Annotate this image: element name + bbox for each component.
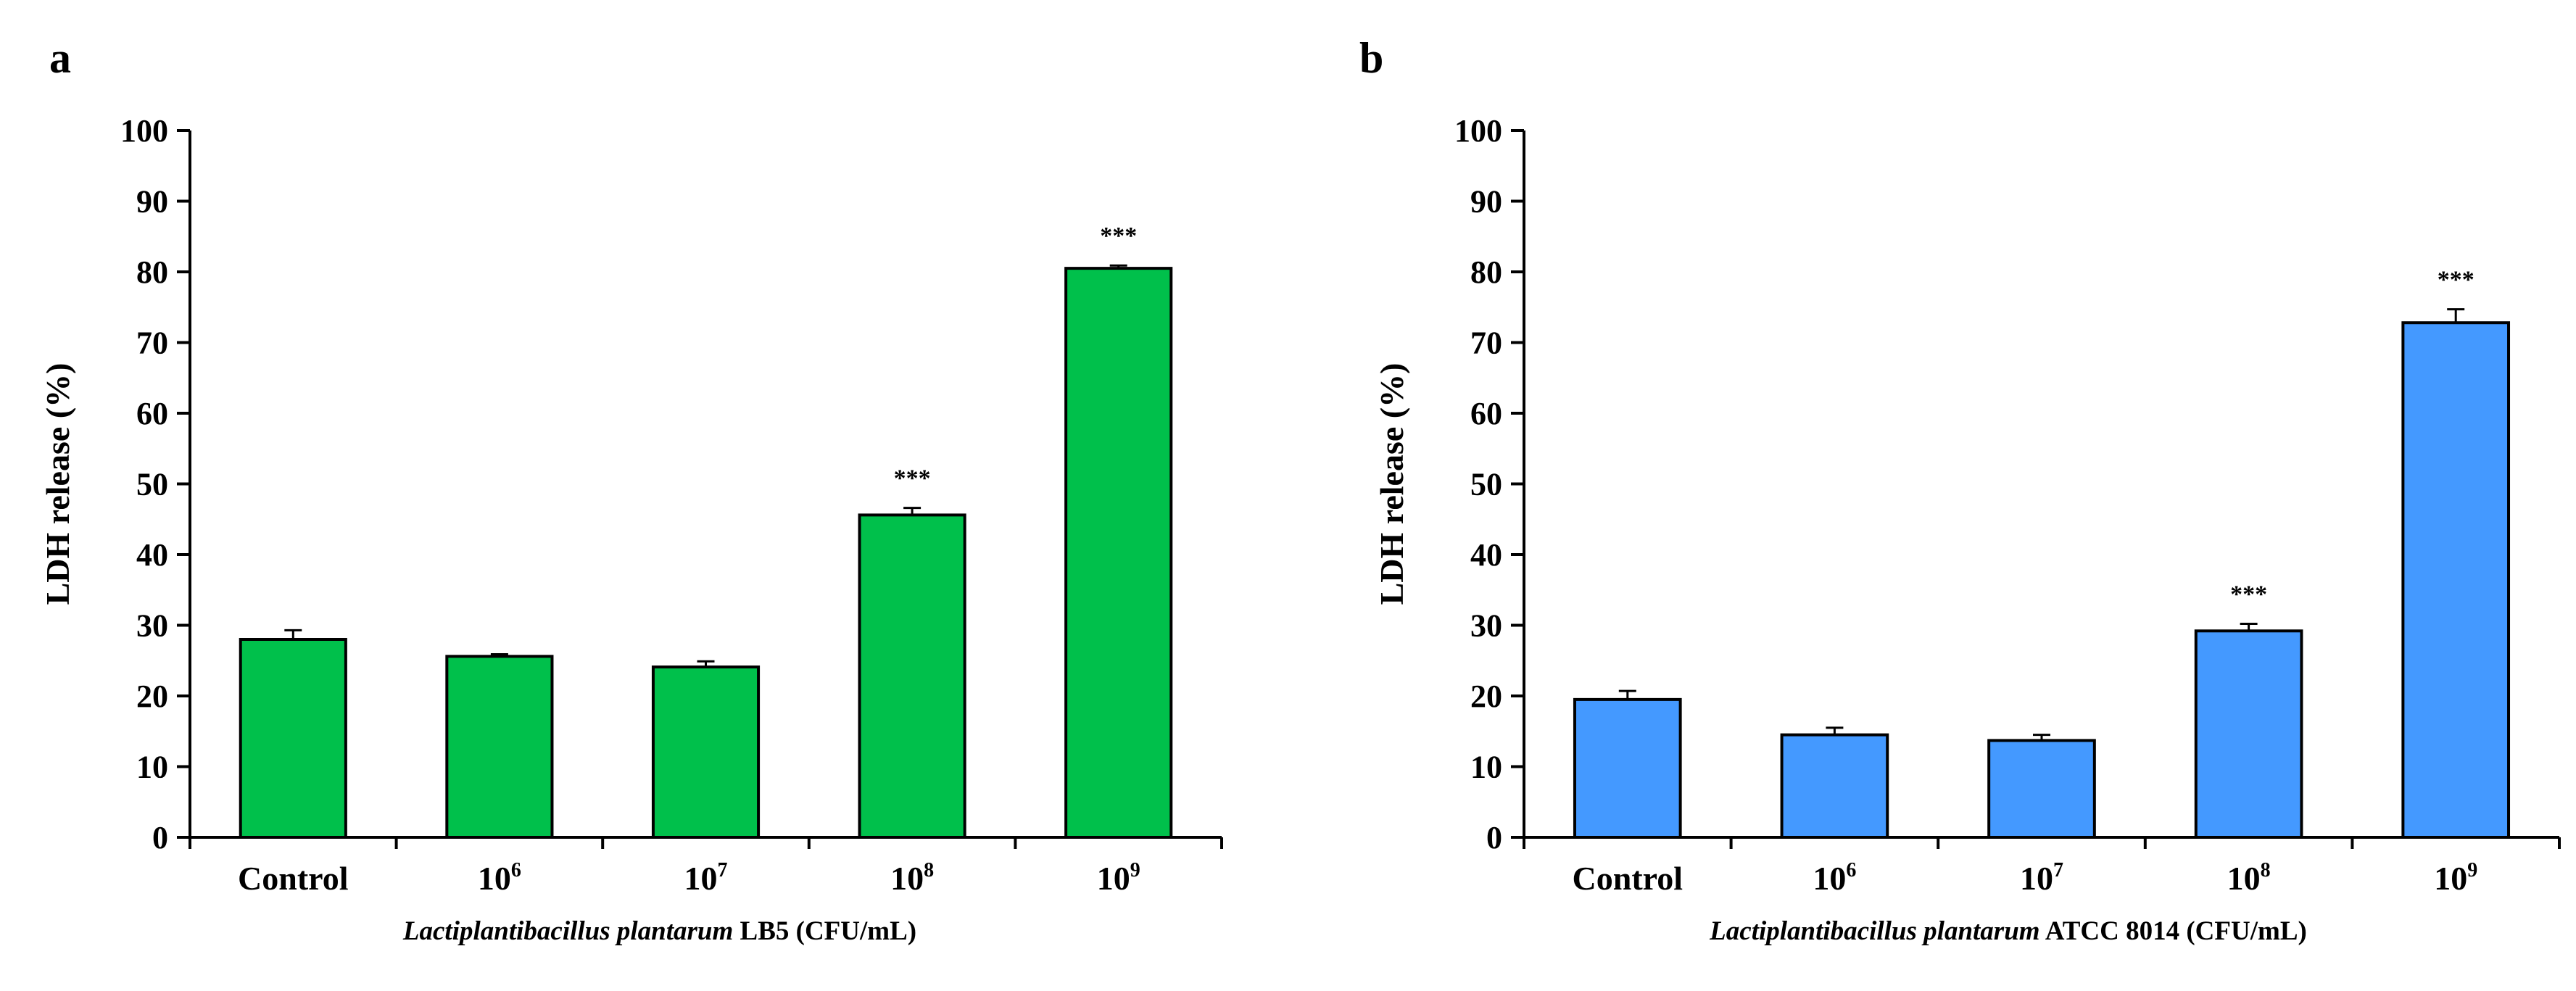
bar	[445, 655, 554, 839]
y-tick-label: 0	[152, 820, 168, 855]
y-tick-label: 100	[1454, 113, 1502, 149]
y-tick-label: 100	[120, 113, 168, 149]
bar	[1064, 267, 1173, 839]
y-tick-label: 50	[136, 467, 168, 502]
y-tick-label: 50	[1470, 467, 1502, 502]
bar	[2401, 321, 2511, 839]
bar	[1780, 733, 1889, 839]
y-tick-label: 10	[1470, 750, 1502, 785]
panel-letter: b	[1359, 34, 1383, 82]
x-tick-label: 106	[478, 859, 521, 897]
x-tick-label: 106	[1813, 859, 1856, 897]
y-tick-label: 30	[136, 608, 168, 644]
significance-label: ***	[2230, 581, 2267, 608]
bar	[1573, 697, 1682, 839]
y-tick-label: 10	[136, 750, 168, 785]
panel-letter: a	[49, 34, 71, 82]
y-axis-label: LDH release (%)	[39, 363, 76, 605]
panel-a: a 0 10 20 30 40 50 60 70 80 90 100 Control 106 107 *** 1…	[39, 34, 1223, 946]
x-tick-label: 108	[2227, 859, 2271, 897]
x-tick-label: Control	[238, 860, 349, 897]
y-tick-label: 0	[1486, 820, 1502, 855]
y-tick-label: 80	[1470, 254, 1502, 290]
y-tick-label: 70	[1470, 326, 1502, 361]
x-tick-label: 109	[2434, 859, 2477, 897]
y-tick-label: 70	[136, 326, 168, 361]
y-tick-label: 40	[136, 537, 168, 573]
x-tick-label: Control	[1573, 860, 1683, 897]
bar	[239, 638, 347, 839]
y-tick-label: 90	[1470, 184, 1502, 220]
y-tick-label: 60	[1470, 396, 1502, 431]
y-tick-label: 60	[136, 396, 168, 431]
x-tick-label: 109	[1097, 859, 1140, 897]
x-axis-label: Lactiplantibacillus plantarum ATCC 8014 …	[1709, 916, 2307, 946]
significance-label: ***	[894, 465, 931, 492]
y-tick-label: 20	[136, 679, 168, 714]
bar	[858, 513, 966, 839]
x-tick-label: 108	[890, 859, 934, 897]
x-tick-label: 107	[684, 859, 728, 897]
y-tick-label: 80	[136, 254, 168, 290]
panel-b: b 0 10 20 30 40 50 60 70 80 90 100 Control 106 107 *** 1…	[1359, 34, 2561, 946]
bar	[1987, 739, 2096, 839]
bar	[651, 665, 761, 839]
bar	[2194, 629, 2303, 839]
significance-label: ***	[2438, 267, 2474, 294]
y-tick-label: 30	[1470, 608, 1502, 644]
y-tick-label: 40	[1470, 537, 1502, 573]
y-tick-label: 90	[136, 184, 168, 220]
x-tick-label: 107	[2020, 859, 2063, 897]
x-axis-label: Lactiplantibacillus plantarum LB5 (CFU/m…	[402, 916, 916, 946]
y-tick-label: 20	[1470, 679, 1502, 714]
y-axis-label: LDH release (%)	[1373, 363, 1410, 605]
significance-label: ***	[1100, 223, 1137, 249]
